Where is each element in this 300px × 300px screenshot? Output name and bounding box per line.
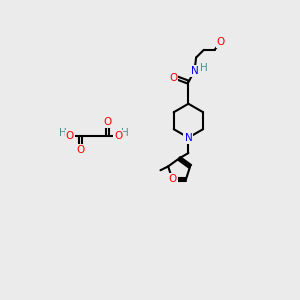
Text: O: O: [217, 37, 225, 47]
Text: O: O: [76, 145, 85, 155]
Text: N: N: [191, 66, 198, 76]
Text: N: N: [184, 133, 192, 142]
Text: O: O: [114, 131, 122, 141]
Text: H: H: [200, 63, 208, 73]
Text: H: H: [122, 128, 129, 138]
Text: H: H: [59, 128, 67, 138]
Text: O: O: [103, 117, 112, 127]
Text: O: O: [168, 174, 176, 184]
Text: O: O: [169, 73, 177, 82]
Text: O: O: [66, 131, 74, 141]
